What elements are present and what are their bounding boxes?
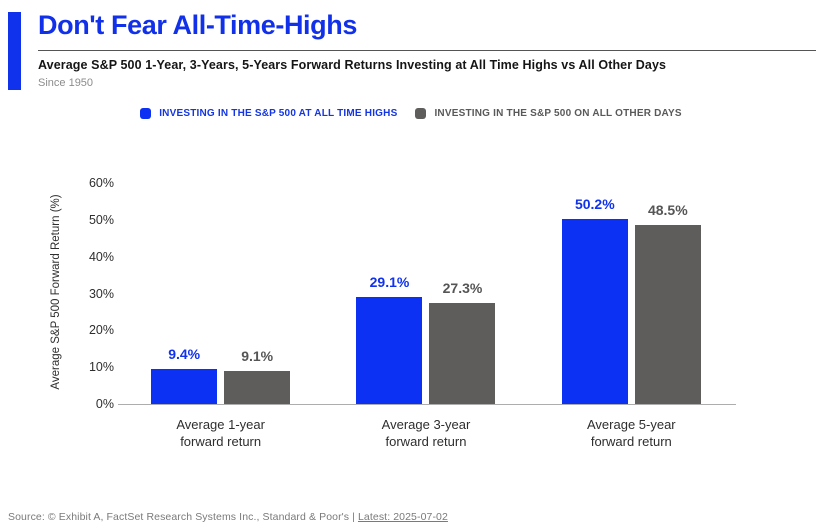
bar-value-label: 27.3% [442, 280, 483, 297]
bar-with-label: 29.1% [356, 273, 423, 404]
category-label: Average 3-year forward return [381, 417, 471, 449]
bar-with-label: 9.1% [224, 347, 291, 404]
bar [151, 369, 218, 404]
legend-swatch-gray-icon [415, 108, 427, 119]
category-label: Average 5-year forward return [586, 417, 676, 449]
y-tick-label: 50% [88, 212, 114, 227]
bar [634, 225, 701, 404]
latest-date-link[interactable]: Latest: 2025-07-02 [357, 511, 448, 523]
category-label: Average 1-year forward return [176, 417, 265, 449]
bar-group: 29.1% 27.3% [356, 273, 496, 404]
x-axis-line [118, 404, 736, 405]
bar-group-column: 50.2% 48.5% [529, 196, 734, 404]
bar-group: 9.4% 9.1% [151, 346, 291, 404]
bar [429, 303, 496, 404]
bar [356, 296, 423, 404]
bar-value-label: 50.2% [574, 196, 615, 213]
source-text: Source: © Exhibit A, FactSet Research Sy… [8, 511, 358, 523]
legend-label: INVESTING IN THE S&P 500 AT ALL TIME HIG… [159, 108, 398, 119]
bar-with-label: 9.4% [151, 346, 218, 404]
bar-group: 50.2% 48.5% [561, 196, 701, 404]
bar [224, 370, 291, 404]
legend: INVESTING IN THE S&P 500 AT ALL TIME HIG… [0, 108, 822, 119]
category-label-column: Average 3-year forward return [323, 417, 528, 451]
accent-bar [8, 12, 21, 90]
bar-value-label: 9.4% [168, 346, 201, 363]
bar-group-column: 9.4% 9.1% [118, 346, 323, 404]
legend-item-all-other-days: INVESTING IN THE S&P 500 ON ALL OTHER DA… [415, 108, 682, 119]
bar-value-label: 29.1% [369, 273, 410, 290]
bar-value-label: 48.5% [647, 202, 688, 219]
y-tick-label: 20% [88, 323, 114, 338]
bar-with-label: 48.5% [634, 202, 701, 404]
legend-item-all-time-highs: INVESTING IN THE S&P 500 AT ALL TIME HIG… [140, 108, 397, 119]
bar-group-column: 29.1% 27.3% [323, 274, 528, 404]
header-divider [38, 50, 816, 51]
bar-with-label: 50.2% [561, 196, 628, 404]
category-label-column: Average 5-year forward return [529, 417, 734, 451]
source-note: Source: © Exhibit A, FactSet Research Sy… [8, 511, 448, 523]
bar-value-label: 9.1% [241, 347, 274, 364]
y-tick-label: 40% [88, 249, 114, 264]
bar [561, 219, 628, 404]
chart-subtitle: Average S&P 500 1-Year, 3-Years, 5-Years… [38, 58, 667, 72]
legend-swatch-blue-icon [140, 108, 152, 119]
legend-label: INVESTING IN THE S&P 500 ON ALL OTHER DA… [434, 108, 682, 119]
page-title: Don't Fear All-Time-Highs [38, 10, 357, 40]
category-label-column: Average 1-year forward return [118, 417, 323, 451]
y-tick-label: 0% [95, 397, 114, 411]
chart-period-label: Since 1950 [38, 77, 94, 89]
y-tick-label: 10% [88, 360, 114, 375]
plot-area: 9.4% 9.1% 29.1% 27.3% 50.2% 48.5% [118, 183, 734, 404]
x-axis-category-labels: Average 1-year forward return Average 3-y… [118, 417, 734, 451]
bar-with-label: 27.3% [429, 280, 496, 404]
y-tick-label: 30% [88, 286, 114, 301]
y-tick-label: 60% [88, 176, 114, 190]
